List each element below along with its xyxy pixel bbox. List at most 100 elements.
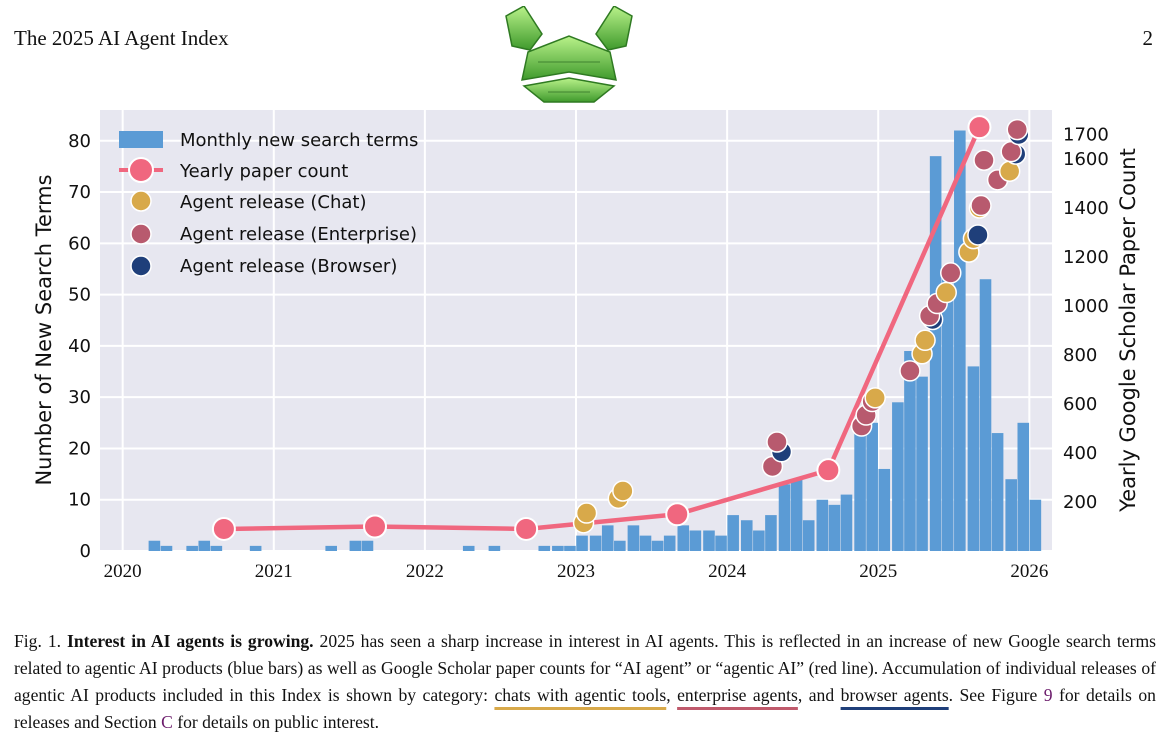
enterprise-release-point: [1006, 118, 1028, 141]
search-term-bar: [601, 525, 614, 551]
legend-swatch-line-marker: [128, 157, 154, 183]
caption-text-3: for details on releases and Section: [14, 685, 1156, 732]
enterprise-release-point: [766, 431, 788, 453]
search-term-bar: [160, 545, 173, 551]
search-term-bar: [916, 376, 928, 551]
search-term-bar: [802, 520, 815, 551]
y2-tick-label: 1400: [1063, 198, 1109, 219]
search-term-bar: [878, 468, 891, 551]
y-tick-label: 60: [68, 233, 91, 254]
chat-category-link[interactable]: chats with agentic tools: [494, 685, 667, 705]
y-tick-label: 70: [68, 182, 91, 203]
search-term-bar: [991, 433, 1004, 551]
figure-chart: 2020 2021 2022 2023 2024 2025 2026 0 10 20 30 40 50 6…: [32, 110, 1140, 583]
enterprise-release-point: [970, 194, 992, 217]
search-term-bar: [589, 535, 602, 551]
enterprise-release-point: [940, 262, 962, 284]
search-term-bar: [866, 422, 878, 551]
x-tick-label: 2025: [859, 561, 897, 582]
y-tick-label: 50: [68, 285, 91, 306]
chat-release-point: [575, 502, 598, 524]
search-term-bar: [488, 545, 501, 551]
search-term-bar: [929, 156, 942, 551]
search-term-bar: [967, 366, 980, 551]
search-term-bar: [1029, 499, 1042, 551]
chat-release-point: [612, 480, 634, 502]
y2-tick-label: 1600: [1063, 149, 1109, 170]
browser-category-link[interactable]: browser agents: [840, 685, 949, 705]
paper-count-marker: [967, 115, 992, 140]
legend: Monthly new search terms Yearly paper co…: [119, 130, 418, 277]
search-term-bar: [689, 530, 702, 551]
chat-release-point: [935, 281, 957, 304]
legend-label-line: Yearly paper count: [179, 161, 348, 182]
search-term-bar: [790, 479, 803, 551]
x-tick-label: 2021: [255, 561, 293, 582]
search-term-bar: [703, 530, 715, 551]
search-term-bar: [349, 540, 362, 551]
search-term-bar: [854, 433, 866, 551]
caption-sep-1: ,: [666, 685, 671, 705]
y2-tick-label: 1000: [1063, 296, 1109, 317]
caption-text-2: . See Figure: [948, 685, 1038, 705]
search-term-bar: [651, 540, 664, 551]
y-tick-label: 10: [68, 490, 91, 511]
search-term-bar: [778, 484, 791, 551]
y-tick-label: 20: [68, 438, 91, 459]
search-term-bar: [249, 545, 262, 551]
caption-sep-2: , and: [797, 685, 835, 705]
x-tick-label: 2024: [708, 561, 747, 582]
y2-tick-label: 1200: [1063, 247, 1109, 268]
browser-release-point: [967, 224, 989, 246]
search-term-bar: [639, 535, 652, 551]
caption-fig-label: Fig. 1.: [14, 631, 62, 651]
search-term-bar: [538, 545, 551, 551]
paper-count-polyline: [223, 126, 982, 532]
search-term-bar: [210, 545, 223, 551]
enterprise-release-point: [973, 149, 995, 171]
paper-count-marker: [514, 516, 539, 541]
search-term-bar: [663, 535, 676, 551]
axis-ticks: 2020 2021 2022 2023 2024 2025 2026 0 10 20 30 40 50 6…: [68, 125, 1109, 583]
search-term-bar: [677, 525, 690, 551]
x-tick-label: 2026: [1010, 561, 1048, 582]
chat-release-point: [864, 387, 886, 409]
y-tick-label: 40: [68, 336, 91, 357]
paper-count-marker: [665, 502, 690, 527]
logo-emblem: [505, 6, 633, 103]
y-tick-label: 80: [68, 131, 91, 152]
paper-count-marker: [816, 458, 841, 483]
legend-label-enterprise: Agent release (Enterprise): [180, 224, 417, 245]
y2-tick-label: 800: [1063, 345, 1097, 366]
y2-tick-label: 400: [1063, 443, 1097, 464]
y2-tick-label: 200: [1063, 492, 1097, 513]
search-term-bar: [828, 504, 841, 551]
search-term-bar: [462, 545, 475, 551]
search-term-bar: [186, 545, 198, 551]
legend-swatch-chat: [130, 190, 152, 212]
figure-ref-link[interactable]: 9: [1043, 685, 1053, 705]
search-term-bar: [727, 515, 739, 551]
search-term-bar: [552, 545, 564, 551]
page-number: 2: [1142, 26, 1154, 50]
paper-count-line: [211, 115, 992, 541]
y2-axis-label: Yearly Google Scholar Paper Count: [1116, 148, 1140, 513]
caption-bold-title: Interest in AI agents is growing.: [66, 631, 314, 651]
legend-swatch-bars: [119, 131, 163, 148]
search-term-bar: [198, 540, 211, 551]
search-term-bar: [1005, 479, 1017, 551]
x-tick-label: 2022: [406, 561, 444, 582]
legend-swatch-enterprise: [130, 223, 152, 245]
paper-count-marker: [363, 514, 388, 539]
y-tick-label: 0: [80, 541, 91, 562]
search-term-bar: [740, 520, 753, 551]
y2-tick-label: 1700: [1063, 125, 1109, 146]
search-term-bar: [816, 499, 829, 551]
enterprise-category-link[interactable]: enterprise agents: [677, 685, 798, 705]
search-term-bar: [1017, 422, 1030, 551]
search-term-bar: [753, 530, 765, 551]
section-ref-link[interactable]: C: [161, 712, 173, 732]
y-tick-label: 30: [68, 387, 91, 408]
search-term-bar: [564, 545, 576, 551]
search-term-bar: [979, 279, 992, 551]
